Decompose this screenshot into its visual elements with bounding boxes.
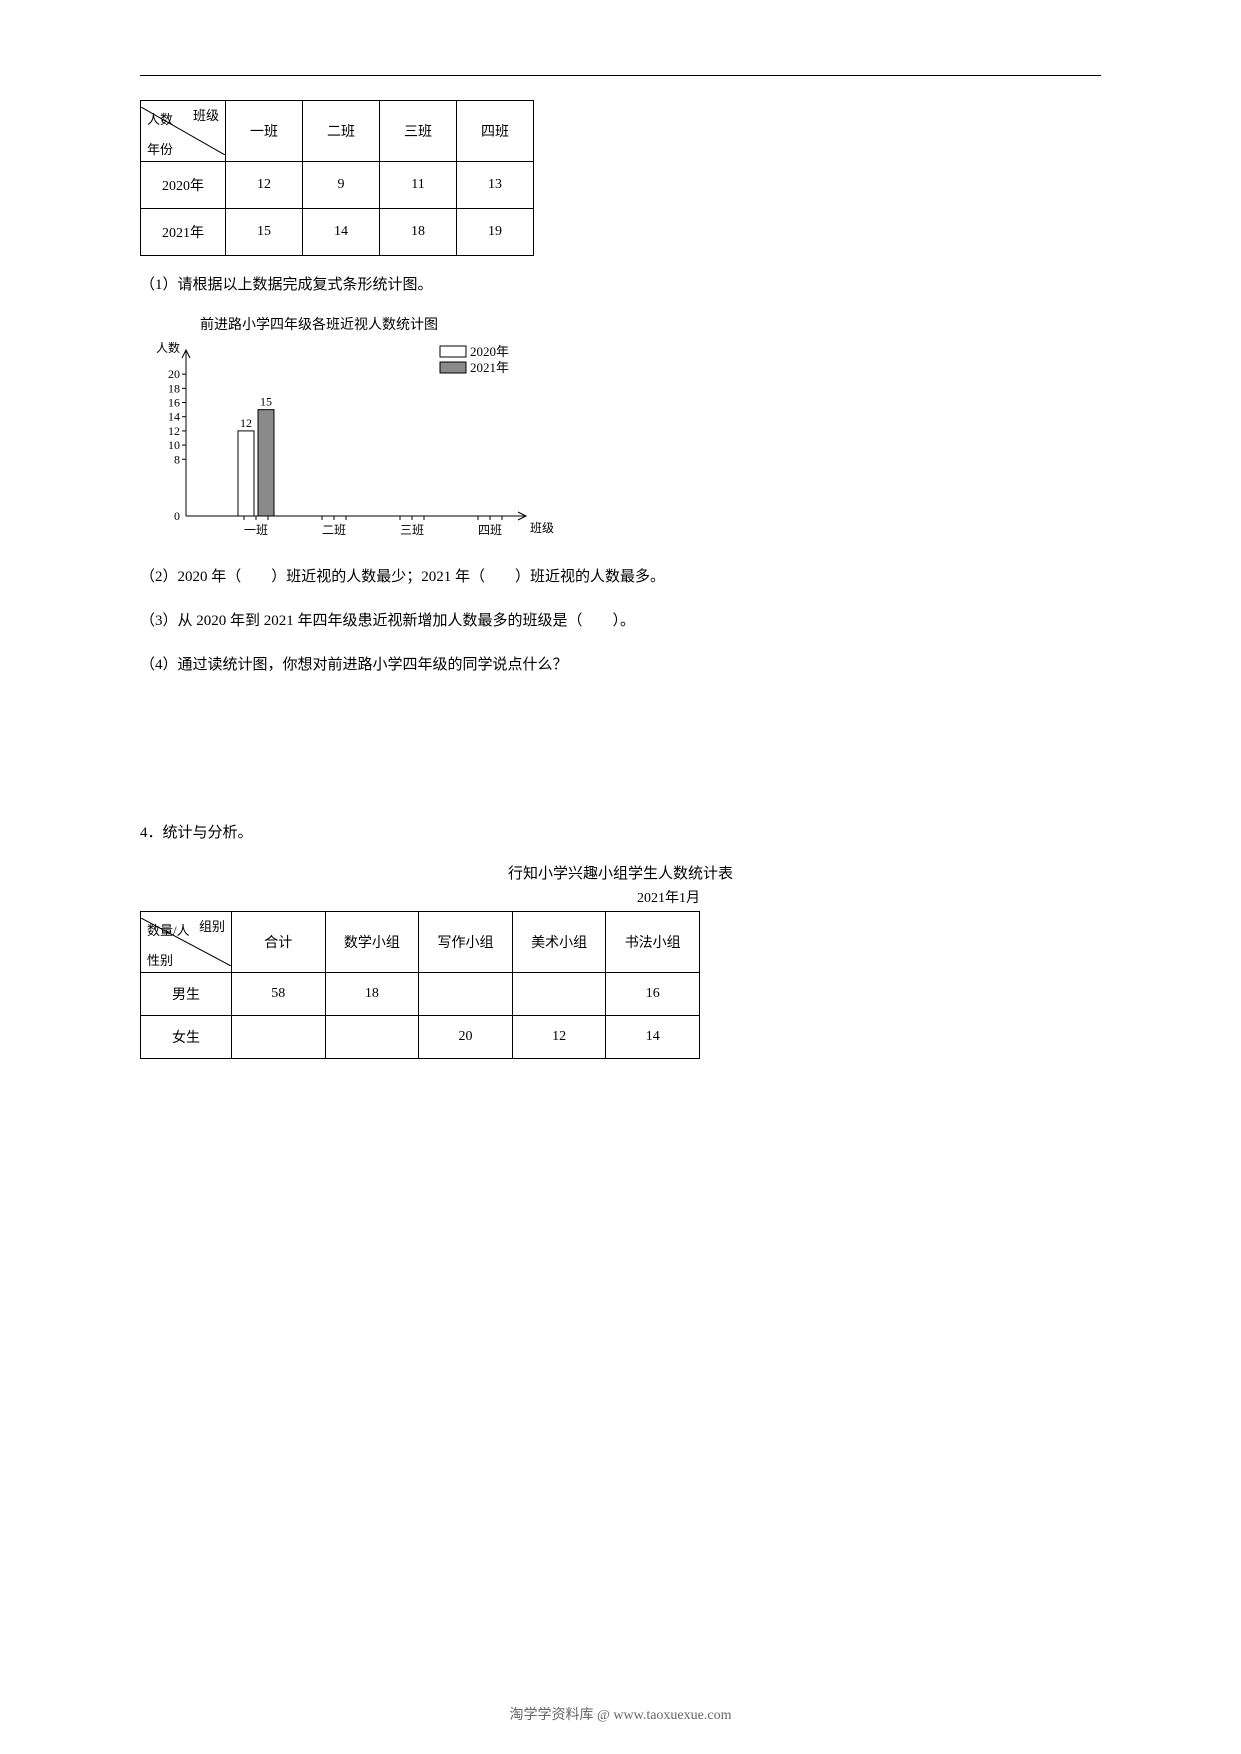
svg-text:12: 12	[168, 424, 180, 438]
col-header: 三班	[380, 101, 457, 162]
cell: 13	[457, 162, 534, 209]
col-header: 四班	[457, 101, 534, 162]
top-rule	[140, 75, 1101, 76]
cell: 20	[419, 1016, 513, 1059]
svg-text:16: 16	[168, 396, 180, 410]
cell	[232, 1016, 326, 1059]
col-header: 书法小组	[606, 912, 700, 973]
svg-text:8: 8	[174, 452, 180, 466]
cell: 14	[303, 209, 380, 256]
row-header: 女生	[141, 1016, 232, 1059]
svg-text:人数: 人数	[156, 340, 180, 355]
col-header: 合计	[232, 912, 326, 973]
row-header: 2021年	[141, 209, 226, 256]
table2-date: 2021年1月	[140, 887, 700, 907]
diag-bot-label: 年份	[147, 139, 173, 158]
col-header: 数学小组	[325, 912, 419, 973]
svg-text:15: 15	[260, 395, 272, 409]
svg-text:0: 0	[174, 509, 180, 523]
svg-text:四班: 四班	[478, 523, 502, 537]
cell: 9	[303, 162, 380, 209]
col-header: 二班	[303, 101, 380, 162]
table-interest-groups: 组别数量/人性别 合计数学小组写作小组美术小组书法小组男生5818 16 女生 2012…	[140, 911, 700, 1059]
cell: 18	[380, 209, 457, 256]
section-4-heading: 4．统计与分析。	[140, 818, 1101, 848]
bar-chart: 人数班级08101214161820一班二班三班四班12152020年2021年	[140, 338, 560, 548]
svg-text:20: 20	[168, 367, 180, 381]
col-header: 美术小组	[512, 912, 606, 973]
cell: 12	[226, 162, 303, 209]
content: 班级人数年份一班二班三班四班2020年12911132021年15141819 …	[140, 100, 1101, 1059]
cell: 16	[606, 973, 700, 1016]
diag-bot-label: 性别	[147, 950, 173, 969]
cell: 14	[606, 1016, 700, 1059]
col-header: 写作小组	[419, 912, 513, 973]
question-4: （4）通过读统计图，你想对前进路小学四年级的同学说点什么？	[140, 650, 1101, 680]
cell	[325, 1016, 419, 1059]
svg-text:12: 12	[240, 416, 252, 430]
svg-text:三班: 三班	[400, 523, 424, 537]
row-header: 2020年	[141, 162, 226, 209]
cell	[512, 973, 606, 1016]
table-class-myopia: 班级 人数年份 一班二班三班四班 2020年1291113 2021年15141819	[140, 100, 534, 256]
table2-wrapper: 2021年1月 组别数量/人性别 合计数学小组写作小组美术小组书法小组男生5818…	[140, 887, 700, 1059]
row-header: 男生	[141, 973, 232, 1016]
diag-mid-label: 数量/人	[147, 920, 190, 939]
cell: 19	[457, 209, 534, 256]
svg-text:二班: 二班	[322, 523, 346, 537]
svg-text:班级: 班级	[530, 521, 554, 535]
question-1: （1）请根据以上数据完成复式条形统计图。	[140, 270, 1101, 300]
cell: 12	[512, 1016, 606, 1059]
cell: 11	[380, 162, 457, 209]
svg-text:10: 10	[168, 438, 180, 452]
cell: 15	[226, 209, 303, 256]
diag-top-label: 组别	[199, 916, 225, 935]
page: 班级人数年份一班二班三班四班2020年12911132021年15141819 …	[0, 0, 1241, 1754]
cell: 58	[232, 973, 326, 1016]
table2-title: 行知小学兴趣小组学生人数统计表	[140, 862, 1101, 883]
footer-text: 淘学学资料库 @ www.taoxuexue.com	[0, 1704, 1241, 1724]
svg-text:2021年: 2021年	[470, 360, 509, 375]
spacer	[140, 694, 1101, 804]
diag-top-label: 班级	[193, 105, 219, 124]
chart-title: 前进路小学四年级各班近视人数统计图	[200, 314, 1101, 334]
svg-text:18: 18	[168, 381, 180, 395]
cell	[419, 973, 513, 1016]
diag-mid-label: 人数	[147, 109, 173, 128]
svg-text:14: 14	[168, 410, 180, 424]
svg-text:2020年: 2020年	[470, 344, 509, 359]
svg-text:一班: 一班	[244, 523, 268, 537]
cell: 18	[325, 973, 419, 1016]
col-header: 一班	[226, 101, 303, 162]
question-2: （2）2020 年（ ）班近视的人数最少；2021 年（ ）班近视的人数最多。	[140, 562, 1101, 592]
question-3: （3）从 2020 年到 2021 年四年级患近视新增加人数最多的班级是（ ）。	[140, 606, 1101, 636]
